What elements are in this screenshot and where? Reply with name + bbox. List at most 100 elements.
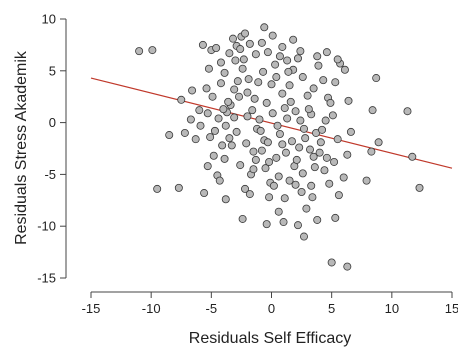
data-point: [259, 67, 268, 76]
data-point: [333, 135, 342, 144]
data-point: [310, 163, 319, 172]
data-point: [314, 61, 323, 70]
data-point: [309, 84, 318, 93]
data-point: [263, 48, 272, 57]
data-point: [340, 65, 349, 74]
data-point: [196, 121, 205, 130]
data-point: [333, 55, 342, 64]
data-point: [221, 195, 230, 204]
data-point: [200, 189, 209, 198]
data-point: [283, 56, 292, 65]
data-point: [218, 141, 227, 150]
data-point: [267, 80, 276, 89]
x-tick-label: -10: [142, 301, 161, 316]
data-point: [250, 94, 259, 103]
data-point: [297, 188, 306, 197]
data-point: [298, 73, 307, 82]
data-point: [248, 106, 257, 115]
data-point: [291, 107, 300, 116]
data-point: [249, 147, 258, 156]
data-point: [221, 121, 230, 130]
y-tick-label: 10: [42, 12, 56, 27]
data-point: [148, 46, 157, 55]
data-point: [331, 213, 340, 222]
data-point: [135, 47, 144, 56]
data-point: [293, 54, 302, 63]
data-point: [174, 183, 183, 192]
data-point: [322, 48, 331, 57]
data-point: [235, 92, 244, 101]
data-point: [362, 176, 371, 185]
data-point: [214, 114, 223, 123]
data-point: [269, 181, 278, 190]
data-point: [220, 68, 229, 77]
data-point: [209, 151, 218, 160]
x-axis-title: Residuals Self Efficacy: [189, 330, 351, 347]
data-point: [328, 111, 337, 120]
x-tick-label: -15: [82, 301, 101, 316]
data-point: [188, 86, 197, 95]
data-point: [302, 204, 311, 213]
data-point: [326, 98, 335, 107]
data-point: [274, 207, 283, 216]
data-point: [293, 221, 302, 230]
data-point: [372, 74, 381, 83]
data-point: [220, 154, 229, 163]
data-point: [255, 115, 264, 124]
data-point: [415, 183, 424, 192]
data-point: [233, 77, 242, 86]
data-point: [227, 141, 236, 150]
data-point: [315, 148, 324, 157]
data-point: [313, 52, 322, 61]
data-point: [238, 64, 247, 73]
data-point: [262, 98, 271, 107]
data-point: [256, 126, 265, 135]
data-point: [268, 31, 277, 40]
data-point: [322, 153, 331, 162]
data-point: [262, 220, 271, 229]
y-tick-label: -15: [37, 271, 56, 286]
data-point: [241, 184, 250, 193]
data-point: [327, 258, 336, 267]
data-point: [225, 49, 234, 58]
y-tick-label: 5: [49, 63, 56, 78]
data-point: [346, 127, 355, 136]
data-point: [195, 106, 204, 115]
data-point: [261, 164, 270, 173]
data-point: [306, 145, 315, 154]
data-point: [325, 179, 334, 188]
data-point: [330, 157, 339, 166]
points-group: [135, 23, 424, 271]
y-tick-label: -10: [37, 219, 56, 234]
data-point: [334, 191, 343, 200]
data-point: [295, 143, 304, 152]
data-point: [296, 116, 305, 125]
data-point: [278, 42, 287, 51]
fit-line-group: [90, 77, 453, 169]
data-point: [186, 115, 195, 124]
data-point: [245, 39, 254, 48]
data-point: [285, 176, 294, 185]
data-point: [265, 157, 274, 166]
x-tick-label: 15: [445, 301, 458, 316]
data-point: [368, 106, 377, 115]
x-tick-label: -5: [206, 301, 218, 316]
data-point: [319, 76, 328, 85]
data-point: [241, 29, 250, 38]
data-point: [285, 81, 294, 90]
data-point: [238, 214, 247, 223]
data-point: [198, 40, 207, 49]
data-point: [216, 79, 225, 88]
data-point: [307, 181, 316, 190]
data-point: [215, 176, 224, 185]
data-point: [263, 138, 272, 147]
data-point: [299, 124, 308, 133]
data-point: [239, 55, 248, 64]
regression-line: [90, 77, 453, 169]
data-point: [243, 112, 252, 121]
data-point: [272, 73, 281, 82]
data-point: [204, 64, 213, 73]
data-point: [245, 190, 254, 199]
data-point: [284, 67, 293, 76]
